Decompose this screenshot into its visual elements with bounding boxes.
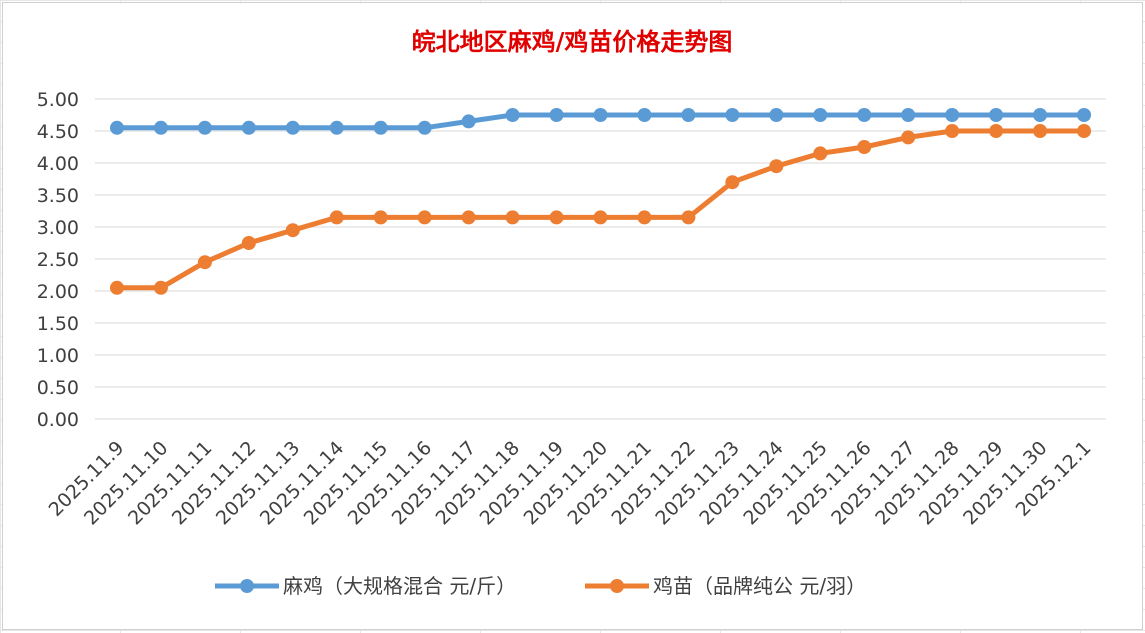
data-point[interactable]	[989, 124, 1004, 138]
legend-item: 麻鸡（大规格混合 元/斤）	[215, 574, 516, 598]
y-tick-label: 5.00	[37, 89, 79, 111]
data-point[interactable]	[769, 159, 784, 174]
data-point[interactable]	[637, 108, 652, 122]
data-point[interactable]	[857, 140, 872, 154]
legend-label: 鸡苗（品牌纯公 元/羽）	[653, 574, 866, 598]
y-tick-label: 3.00	[37, 217, 79, 239]
y-tick-label: 1.50	[37, 313, 79, 335]
data-point[interactable]	[769, 108, 784, 122]
data-point[interactable]	[813, 146, 828, 161]
data-point[interactable]	[549, 108, 564, 122]
y-tick-label: 3.50	[37, 185, 79, 207]
data-point[interactable]	[109, 120, 124, 135]
data-point[interactable]	[857, 108, 872, 122]
data-point[interactable]	[285, 120, 300, 135]
legend-label: 麻鸡（大规格混合 元/斤）	[283, 574, 516, 598]
series-2	[109, 124, 1092, 295]
y-tick-label: 2.00	[37, 281, 79, 303]
data-point[interactable]	[1077, 124, 1092, 138]
data-point[interactable]	[813, 108, 828, 122]
data-point[interactable]	[285, 223, 300, 238]
data-point[interactable]	[725, 175, 740, 190]
data-point[interactable]	[901, 108, 916, 122]
y-tick-label: 0.00	[37, 409, 79, 431]
data-point[interactable]	[505, 108, 520, 122]
data-point[interactable]	[197, 255, 212, 270]
chart-title: 皖北地区麻鸡/鸡苗价格走势图	[412, 27, 733, 56]
data-point[interactable]	[373, 120, 388, 135]
y-tick-label: 0.50	[37, 377, 79, 399]
data-point[interactable]	[329, 210, 344, 225]
legend-item: 鸡苗（品牌纯公 元/羽）	[585, 574, 866, 598]
data-point[interactable]	[1033, 108, 1048, 122]
data-point[interactable]	[197, 120, 212, 135]
series-1	[109, 108, 1092, 135]
y-tick-label: 2.50	[37, 249, 79, 271]
series-line	[114, 128, 1087, 291]
data-point[interactable]	[329, 120, 344, 135]
data-point[interactable]	[637, 210, 652, 225]
data-point[interactable]	[725, 108, 740, 122]
data-point[interactable]	[989, 108, 1004, 122]
data-point[interactable]	[153, 280, 168, 295]
legend: 麻鸡（大规格混合 元/斤） 鸡苗（品牌纯公 元/羽）	[215, 574, 866, 598]
y-tick-label: 4.50	[37, 121, 79, 143]
data-point[interactable]	[417, 210, 432, 225]
data-point[interactable]	[461, 210, 476, 225]
y-axis-ticks: 0.00 0.50 1.00 1.50 2.00 2.50 3.00 3.50 4.00 4.50…	[37, 89, 79, 431]
data-point[interactable]	[681, 210, 696, 225]
data-point[interactable]	[593, 210, 608, 225]
data-point[interactable]	[1033, 124, 1048, 138]
data-point[interactable]	[681, 108, 696, 122]
x-axis-ticks: 2025.11.92025.11.102025.11.112025.11.122…	[45, 437, 1096, 529]
data-point[interactable]	[945, 108, 960, 122]
data-point[interactable]	[549, 210, 564, 225]
legend-swatch-marker	[610, 579, 624, 593]
data-point[interactable]	[505, 210, 520, 225]
data-point[interactable]	[241, 236, 256, 250]
data-point[interactable]	[153, 120, 168, 135]
data-point[interactable]	[593, 108, 608, 122]
y-tick-label: 1.00	[37, 345, 79, 367]
data-point[interactable]	[417, 120, 432, 135]
data-point[interactable]	[373, 210, 388, 225]
gridlines	[95, 98, 1106, 420]
legend-swatch-marker	[240, 579, 254, 593]
data-point[interactable]	[241, 120, 256, 135]
data-point[interactable]	[1077, 108, 1092, 122]
y-tick-label: 4.00	[37, 153, 79, 175]
data-point[interactable]	[109, 280, 124, 295]
data-point[interactable]	[945, 124, 960, 138]
data-point[interactable]	[901, 130, 916, 145]
series-group	[109, 108, 1092, 295]
data-point[interactable]	[461, 114, 476, 129]
